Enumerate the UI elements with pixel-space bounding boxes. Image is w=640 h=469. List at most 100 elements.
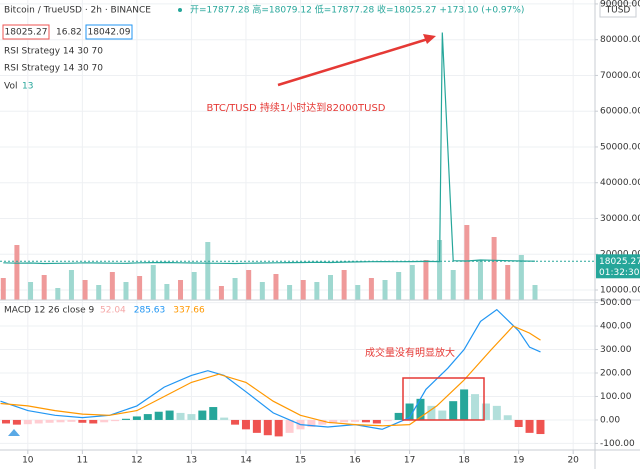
- indicator-value: 13: [22, 82, 33, 92]
- y-tick-label: 300.00: [600, 345, 632, 355]
- volume-bar: [491, 237, 497, 300]
- x-tick-label: 17: [404, 456, 415, 466]
- volume-bar: [314, 282, 320, 300]
- volume-bar: [14, 245, 20, 300]
- histogram-bar: [154, 411, 163, 420]
- histogram-bar: [220, 417, 229, 420]
- arrow: [277, 37, 429, 87]
- histogram-bar: [525, 419, 534, 433]
- histogram-bar: [427, 405, 436, 420]
- y-tick-label: 50000.00: [600, 142, 640, 152]
- volume-bar: [450, 270, 456, 300]
- x-tick-label: 12: [131, 456, 142, 466]
- volume-bar: [259, 282, 265, 300]
- volume-bar: [368, 278, 374, 300]
- histogram-bar: [23, 419, 32, 425]
- annotation: BTC/TUSD 持续1小时达到82000TUSD: [206, 101, 385, 114]
- price-box-text: 18025.27: [5, 28, 48, 38]
- symbol: Bitcoin / TrueUSD · 2h · BINANCE: [4, 6, 151, 16]
- histogram-bar: [383, 419, 392, 422]
- y-tick-label: 70000.00: [600, 71, 640, 81]
- histogram-bar: [34, 419, 43, 424]
- volume-bar: [0, 278, 6, 300]
- indicator: RSI Strategy 14 30 70: [4, 47, 103, 57]
- volume-bar: [137, 276, 143, 300]
- x-tick-label: 10: [22, 456, 34, 466]
- y-tick-label: 90000.00: [600, 0, 640, 9]
- indicator: RSI Strategy 14 30 70: [4, 64, 103, 74]
- volume-bar: [178, 280, 184, 300]
- volume-bar: [150, 265, 156, 300]
- annotation: 成交量没有明显放大: [365, 346, 455, 359]
- volume-bar: [246, 270, 252, 300]
- histogram-bar: [514, 419, 523, 427]
- histogram-bar: [198, 410, 207, 420]
- histogram-bar: [318, 419, 327, 425]
- histogram-bar: [361, 419, 370, 423]
- histogram-bar: [285, 419, 294, 433]
- volume-bar: [355, 285, 361, 300]
- histogram-bar: [111, 419, 120, 422]
- macd-title: MACD 12 26 close 9: [4, 306, 95, 316]
- volume-bar: [273, 274, 279, 300]
- volume-bar: [96, 285, 102, 300]
- histogram-bar: [263, 419, 272, 436]
- histogram-bar: [351, 419, 360, 422]
- y-tick-label: 60000.00: [600, 107, 640, 117]
- volume-bar: [164, 284, 170, 300]
- marks: [0, 32, 595, 437]
- macd-line: [0, 325, 541, 427]
- volume-bar: [68, 270, 74, 300]
- x-tick-label: 19: [513, 456, 525, 466]
- histogram-bar: [394, 412, 403, 420]
- volume-bar: [55, 288, 61, 300]
- histogram-bar: [274, 419, 283, 437]
- status-dot: [178, 8, 182, 12]
- x-tick-label: 13: [186, 456, 197, 466]
- histogram-bar: [89, 419, 98, 424]
- histogram-bar: [438, 410, 447, 420]
- price-box: [2, 24, 50, 40]
- volume-bar: [300, 280, 306, 300]
- histogram-bar: [132, 416, 141, 420]
- histogram-bar: [187, 414, 196, 420]
- arrow-head: [423, 34, 436, 44]
- histogram-bar: [252, 419, 261, 433]
- volume-bar: [287, 285, 293, 300]
- x-tick-label: 16: [349, 456, 361, 466]
- macd-value: 52.04: [100, 306, 126, 316]
- histogram-bar: [460, 389, 469, 420]
- volume-bar: [437, 240, 443, 300]
- last-price-label: 18025.27: [599, 257, 640, 267]
- histogram-bar: [471, 394, 480, 420]
- histogram-bar: [481, 403, 490, 420]
- volume-bar: [82, 280, 88, 300]
- volume-bar: [532, 285, 538, 300]
- y-tick-label: 200.00: [600, 369, 632, 379]
- volume-bar: [191, 272, 197, 300]
- histogram-bar: [67, 419, 76, 422]
- x-tick-label: 15: [295, 456, 306, 466]
- macd-value: 337.66: [173, 306, 205, 316]
- volume-bar: [109, 272, 115, 300]
- volume-bar: [28, 282, 34, 300]
- y-tick-label: -100.00: [600, 439, 635, 449]
- y-tick-label: 30000.00: [600, 214, 640, 224]
- histogram-bar: [405, 403, 414, 420]
- volume-bar: [123, 282, 129, 300]
- histogram-bar: [1, 419, 10, 424]
- histogram-bar: [143, 414, 152, 420]
- volume-bar: [477, 260, 483, 300]
- histogram-bar: [231, 419, 240, 425]
- price-line: [3, 32, 536, 265]
- histogram-bar: [503, 415, 512, 420]
- volume-bar: [327, 275, 333, 300]
- y-tick-label: 80000.00: [600, 35, 640, 45]
- x-tick-label: 20: [567, 456, 579, 466]
- volume-bar: [396, 272, 402, 300]
- countdown: 01:32:30: [599, 268, 640, 278]
- volume-bar: [41, 275, 47, 300]
- histogram-bar: [165, 410, 174, 420]
